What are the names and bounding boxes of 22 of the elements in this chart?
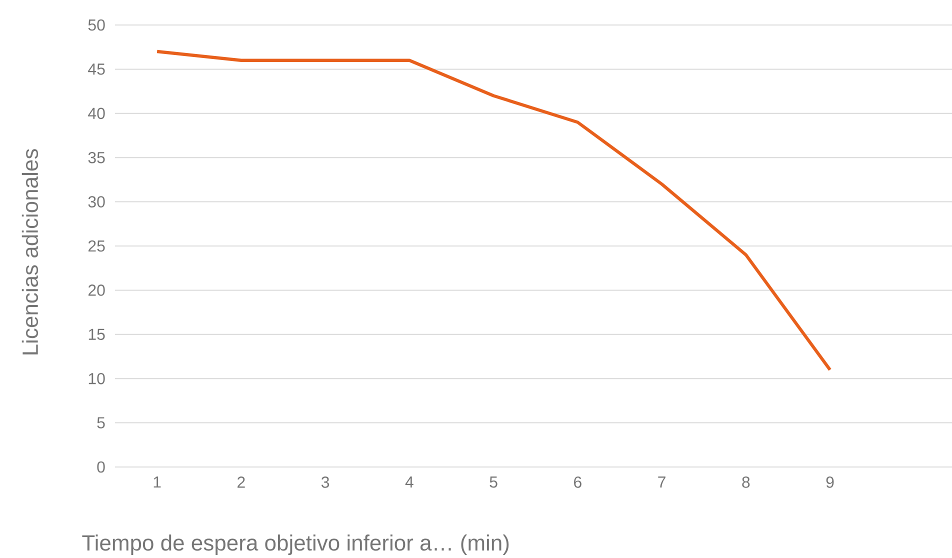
y-tick-label: 0 [97, 461, 105, 473]
y-tick-label: 25 [88, 240, 105, 252]
x-axis-title: Tiempo de espera objetivo inferior a… (min) [82, 534, 509, 556]
x-tick-label: 6 [574, 476, 582, 488]
x-tick-label: 9 [826, 476, 834, 488]
y-tick-label: 10 [88, 372, 105, 384]
y-tick-label: 45 [88, 64, 105, 75]
x-tick-label: 3 [321, 476, 330, 488]
y-tick-label: 15 [88, 328, 105, 340]
y-tick-label: 35 [88, 152, 105, 164]
y-tick-label: 20 [88, 284, 105, 296]
y-tick-label: 40 [88, 108, 105, 120]
x-tick-label: 4 [405, 476, 414, 488]
x-tick-label: 1 [154, 476, 161, 488]
y-tick-label: 50 [88, 19, 105, 31]
y-axis-title: Licencias adicionales [22, 149, 38, 354]
x-tick-label: 5 [490, 476, 498, 488]
y-tick-label: 5 [97, 417, 105, 428]
x-tick-label: 2 [238, 476, 245, 488]
x-tick-label: 7 [658, 476, 666, 488]
y-tick-label: 30 [88, 196, 105, 208]
x-tick-label: 8 [742, 476, 750, 488]
